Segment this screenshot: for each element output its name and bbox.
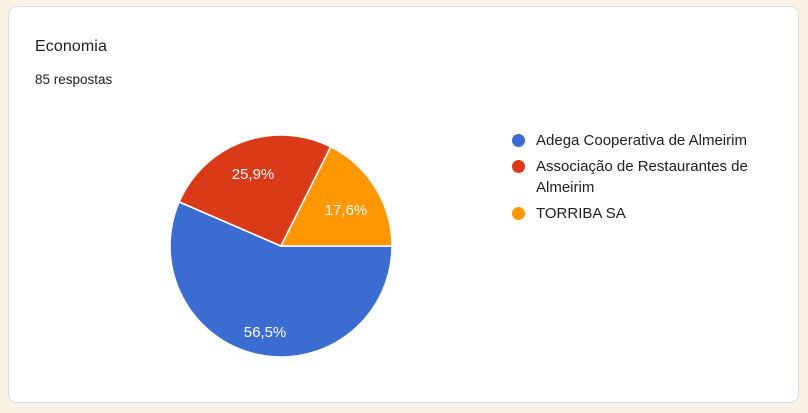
legend-dot-red-icon <box>512 160 525 173</box>
legend-label: Associação de Restaurantes de Almeirim <box>536 158 748 196</box>
pie-label-adega-cooperativa: 56,5% <box>244 324 287 341</box>
pie-label-torriba: 17,6% <box>325 202 368 219</box>
legend-item-adega-cooperativa: Adega Cooperativa de Almeirim <box>512 130 774 151</box>
pie-slice-associacao-restaurantes[interactable] <box>178 134 332 247</box>
response-count: 85 respostas <box>35 72 113 87</box>
pie-slice-adega-cooperativa[interactable] <box>169 201 393 358</box>
response-chart-card: Economia 85 respostas 56,5% 25,9% 17,6% … <box>8 6 799 403</box>
legend-label: Adega Cooperativa de Almeirim <box>536 132 747 149</box>
pie-chart: 56,5% 25,9% 17,6% <box>169 134 393 358</box>
pie-label-associacao-restaurantes: 25,9% <box>232 166 275 183</box>
legend-dot-blue-icon <box>512 134 525 147</box>
chart-title: Economia <box>35 38 107 55</box>
pie-slice-torriba[interactable] <box>280 145 393 247</box>
legend-item-associacao-restaurantes: Associação de Restaurantes de Almeirim <box>512 156 774 198</box>
legend-item-torriba: TORRIBA SA <box>512 203 774 224</box>
legend-label: TORRIBA SA <box>536 205 626 222</box>
chart-legend: Adega Cooperativa de Almeirim Associação… <box>512 130 774 229</box>
legend-dot-orange-icon <box>512 207 525 220</box>
pie-chart-svg: 56,5% 25,9% 17,6% <box>169 134 393 358</box>
